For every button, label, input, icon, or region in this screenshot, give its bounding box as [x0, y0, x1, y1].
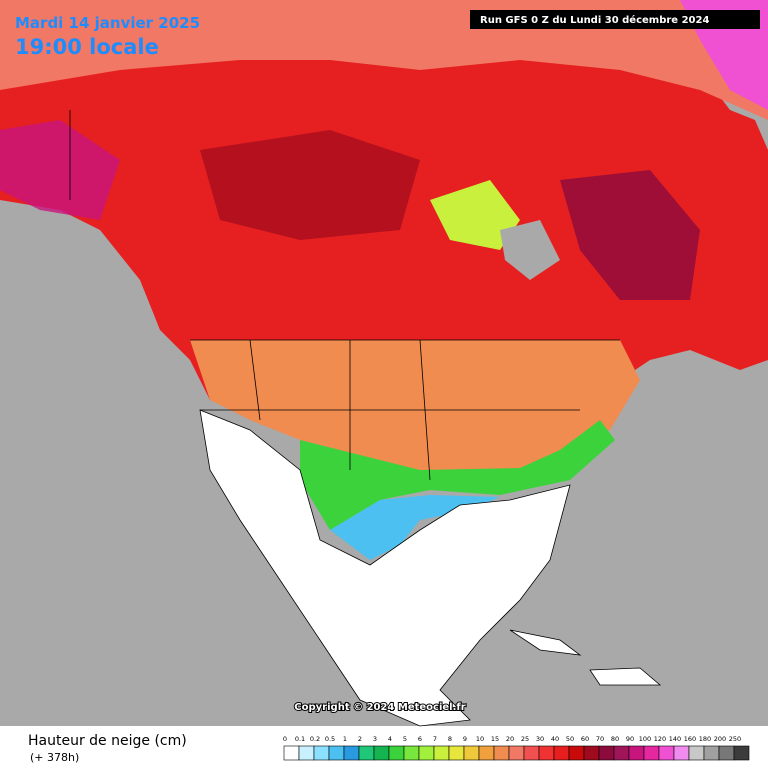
legend-swatch	[283, 745, 300, 761]
legend-label: 250	[729, 735, 741, 743]
legend-swatch	[298, 745, 315, 761]
legend-label: 200	[714, 735, 726, 743]
legend-label: 0	[283, 735, 287, 743]
snow-alaska	[0, 120, 120, 220]
snow-arctic	[0, 0, 768, 120]
legend-swatch	[478, 745, 495, 761]
legend-swatch	[493, 745, 510, 761]
time: 19:00 locale	[15, 35, 159, 59]
legend-swatch	[373, 745, 390, 761]
snow-us-south	[300, 420, 615, 530]
legend-swatch	[628, 745, 645, 761]
legend-swatch	[613, 745, 630, 761]
legend-label: 180	[699, 735, 711, 743]
legend-swatch	[673, 745, 690, 761]
legend-label: 25	[521, 735, 529, 743]
legend-label: 40	[551, 735, 559, 743]
legend-label: 70	[596, 735, 604, 743]
legend-label: 3	[373, 735, 377, 743]
legend-label: 50	[566, 735, 574, 743]
legend-swatch	[328, 745, 345, 761]
hudson-bay	[500, 220, 560, 280]
legend-swatch	[553, 745, 570, 761]
legend-label: 140	[669, 735, 681, 743]
land-no-snow	[199, 409, 571, 727]
color-scale: 0 0.1 0.2 0.5 1 2 3 4 5 6 7 8 9 10 15 20 25 30 40 50 60 70 80 9…	[283, 735, 750, 761]
legend-label: 100	[639, 735, 651, 743]
legend-label: 10	[476, 735, 484, 743]
legend-swatch	[718, 745, 735, 761]
legend-swatch	[448, 745, 465, 761]
legend-swatch	[703, 745, 720, 761]
caribbean	[509, 629, 662, 686]
borders	[69, 110, 620, 481]
legend-label: 60	[581, 735, 589, 743]
legend-swatch	[643, 745, 660, 761]
legend-swatch	[358, 745, 375, 761]
legend-swatch	[463, 745, 480, 761]
legend-label: 0.1	[295, 735, 305, 743]
legend-swatch	[388, 745, 405, 761]
snow-dark	[200, 130, 420, 240]
legend-label: 0.5	[325, 735, 335, 743]
legend-swatch	[523, 745, 540, 761]
run-box	[470, 10, 760, 29]
legend-swatch	[688, 745, 705, 761]
legend-swatch	[418, 745, 435, 761]
legend-swatch	[583, 745, 600, 761]
snow-quebec	[560, 170, 700, 300]
legend-swatch	[433, 745, 450, 761]
run-label: Run GFS 0 Z du Lundi 30 décembre 2024	[480, 14, 709, 26]
copyright: Copyright © 2024 Meteociel.fr	[294, 702, 465, 713]
legend-label: 9	[463, 735, 467, 743]
legend-label: 20	[506, 735, 514, 743]
legend-label: 1	[343, 735, 347, 743]
legend-swatch	[568, 745, 585, 761]
legend-lead: (+ 378h)	[30, 751, 79, 764]
legend-label: 0.2	[310, 735, 320, 743]
legend-label: 5	[403, 735, 407, 743]
legend-swatch	[343, 745, 360, 761]
legend-swatch	[733, 745, 750, 761]
legend-label: 7	[433, 735, 437, 743]
legend-label: 2	[358, 735, 362, 743]
legend-label: 80	[611, 735, 619, 743]
legend-swatch	[598, 745, 615, 761]
legend-swatch	[403, 745, 420, 761]
legend-label: 120	[654, 735, 666, 743]
legend-swatch	[658, 745, 675, 761]
legend-title: Hauteur de neige (cm)	[28, 733, 187, 749]
date: Mardi 14 janvier 2025	[15, 14, 200, 32]
legend-label: 15	[491, 735, 499, 743]
legend-swatch	[538, 745, 555, 761]
legend-label: 6	[418, 735, 422, 743]
legend-swatch	[313, 745, 330, 761]
legend-label: 30	[536, 735, 544, 743]
legend-label: 4	[388, 735, 392, 743]
legend-label: 160	[684, 735, 696, 743]
legend-label: 90	[626, 735, 634, 743]
legend-label: 8	[448, 735, 452, 743]
snow-hudson-ice	[430, 180, 520, 250]
legend-swatch	[508, 745, 525, 761]
